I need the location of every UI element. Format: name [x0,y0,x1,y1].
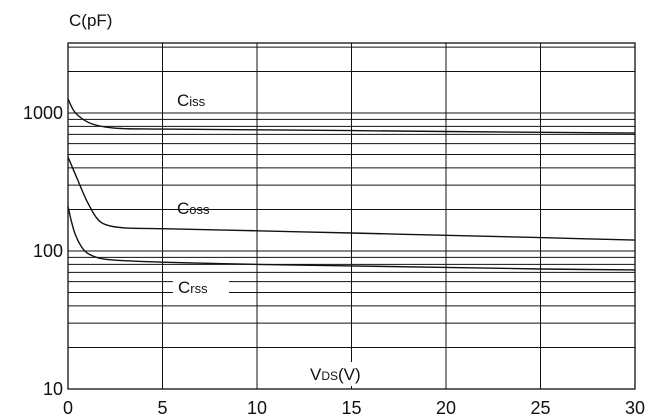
series-label-text: Crss [178,278,208,297]
y-tick-label: 1000 [23,103,63,123]
x-axis-label-subscript: DS [321,369,338,383]
x-tick-label: 20 [436,398,456,418]
x-axis-label: VDS(V) [307,362,387,386]
series-label-subscript: iss [189,94,205,109]
series-label-main: C [177,91,189,110]
y-axis-label: C(pF) [69,11,112,30]
series-label-oss: Coss [177,199,210,218]
series-label-main: C [178,278,190,297]
x-tick-label: 10 [247,398,267,418]
x-tick-label: 0 [63,398,73,418]
x-tick-label: 30 [625,398,645,418]
x-axis-label-background [307,362,387,386]
grid [68,43,635,389]
series-label-background [173,277,229,299]
x-tick-label: 5 [157,398,167,418]
series-label-rss: Crss [173,277,229,299]
x-tick-label: 15 [341,398,361,418]
y-tick-labels: 10 100 1000 [23,103,63,399]
x-axis-label-main: V [310,365,322,384]
y-tick-label: 100 [33,241,63,261]
x-axis-label-unit: (V) [338,365,361,384]
series-line-rss [67,206,636,271]
series-label-subscript: rss [190,281,208,296]
svg-text:VDS(V): VDS(V) [310,365,361,384]
x-tick-labels: 0 5 10 15 20 25 30 [63,398,645,418]
series-line-oss [67,156,636,241]
series-label-subscript: oss [189,202,210,217]
y-tick-label: 10 [43,379,63,399]
series-label-text: Ciss [177,91,206,110]
series-label-main: C [177,199,189,218]
series-label-text: Coss [177,199,210,218]
series-label-iss: Ciss [177,91,206,110]
series-layer [67,98,636,271]
x-tick-label: 25 [530,398,550,418]
plot-frame [67,42,636,390]
series-line-iss [67,98,636,134]
